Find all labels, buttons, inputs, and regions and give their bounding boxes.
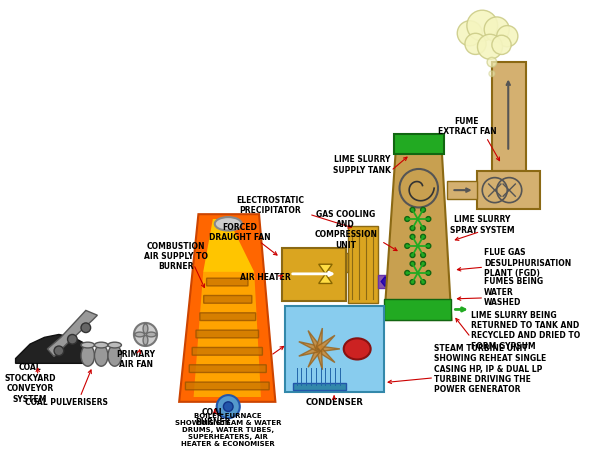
- Ellipse shape: [94, 345, 108, 366]
- Ellipse shape: [108, 342, 121, 348]
- Circle shape: [426, 217, 431, 222]
- Circle shape: [405, 244, 410, 249]
- Circle shape: [489, 72, 495, 78]
- Ellipse shape: [81, 342, 94, 348]
- Ellipse shape: [215, 217, 242, 231]
- FancyBboxPatch shape: [282, 249, 346, 301]
- Polygon shape: [299, 346, 320, 356]
- Circle shape: [421, 208, 425, 213]
- Text: FORCED
DRAUGHT FAN: FORCED DRAUGHT FAN: [209, 222, 271, 242]
- Circle shape: [405, 271, 410, 276]
- FancyBboxPatch shape: [347, 226, 379, 303]
- Circle shape: [421, 262, 425, 267]
- Text: PRIMARY
AIR FAN: PRIMARY AIR FAN: [116, 349, 155, 368]
- Polygon shape: [308, 331, 321, 350]
- Circle shape: [421, 235, 425, 239]
- FancyBboxPatch shape: [285, 306, 384, 392]
- Circle shape: [487, 58, 497, 68]
- Text: AIR HEATER: AIR HEATER: [241, 273, 291, 281]
- Ellipse shape: [143, 324, 148, 334]
- FancyBboxPatch shape: [492, 63, 526, 171]
- Text: LIME SLURRY BEING
RETURNED TO TANK AND
RECYCLED AND DRIED TO
FORM GYPSUM: LIME SLURRY BEING RETURNED TO TANK AND R…: [471, 310, 580, 350]
- Polygon shape: [316, 328, 322, 350]
- Polygon shape: [179, 215, 275, 402]
- Polygon shape: [319, 265, 332, 284]
- Circle shape: [410, 235, 415, 239]
- Circle shape: [484, 18, 509, 43]
- Circle shape: [405, 217, 410, 222]
- Ellipse shape: [94, 342, 108, 348]
- Ellipse shape: [135, 332, 145, 337]
- Circle shape: [134, 323, 157, 346]
- Circle shape: [426, 271, 431, 276]
- Text: FUMES BEING
WATER
WASHED: FUMES BEING WATER WASHED: [484, 276, 544, 306]
- Text: LIME SLURRY
SUPPLY TANK: LIME SLURRY SUPPLY TANK: [333, 155, 391, 175]
- Text: COAL PULVERISERS: COAL PULVERISERS: [25, 397, 108, 406]
- Circle shape: [410, 253, 415, 258]
- FancyBboxPatch shape: [189, 365, 266, 373]
- Circle shape: [492, 36, 511, 55]
- FancyBboxPatch shape: [204, 296, 252, 304]
- Text: COAL
STOCKYARD
CONVEYOR
SYSTEM: COAL STOCKYARD CONVEYOR SYSTEM: [4, 363, 56, 403]
- Polygon shape: [317, 336, 335, 351]
- Polygon shape: [299, 342, 320, 352]
- FancyBboxPatch shape: [346, 253, 347, 272]
- Text: COMBUSTION
AIR SUPPLY TO
BURNER: COMBUSTION AIR SUPPLY TO BURNER: [144, 241, 208, 271]
- Text: FUME
EXTRACT FAN: FUME EXTRACT FAN: [437, 117, 496, 136]
- Circle shape: [81, 323, 91, 333]
- Polygon shape: [308, 348, 321, 368]
- FancyBboxPatch shape: [293, 383, 346, 391]
- Circle shape: [421, 280, 425, 285]
- Text: ELECTROSTATIC
PRECIPITATOR: ELECTROSTATIC PRECIPITATOR: [236, 195, 305, 215]
- Text: STEAM TURBINE UNIT
SHOWING REHEAT SINGLE
CASING HP, IP & DUAL LP
TURBINE DRIVING: STEAM TURBINE UNIT SHOWING REHEAT SINGLE…: [434, 343, 547, 394]
- FancyBboxPatch shape: [185, 382, 269, 390]
- FancyBboxPatch shape: [394, 135, 444, 154]
- Circle shape: [421, 253, 425, 258]
- FancyBboxPatch shape: [196, 331, 259, 338]
- Circle shape: [426, 244, 431, 249]
- Polygon shape: [319, 346, 340, 352]
- Polygon shape: [194, 272, 261, 397]
- Text: CONDENSER: CONDENSER: [305, 397, 363, 406]
- Circle shape: [465, 34, 486, 55]
- Circle shape: [410, 208, 415, 213]
- FancyBboxPatch shape: [200, 313, 256, 321]
- FancyBboxPatch shape: [478, 171, 540, 210]
- Circle shape: [54, 346, 64, 356]
- Polygon shape: [381, 277, 389, 287]
- Circle shape: [497, 27, 518, 48]
- Polygon shape: [16, 335, 92, 364]
- Circle shape: [68, 335, 77, 344]
- Text: LIME SLURRY
SPRAY SYSTEM: LIME SLURRY SPRAY SYSTEM: [450, 215, 515, 234]
- Text: BOILER FURNACE
SHOWING STEAM & WATER
DRUMS, WATER TUBES,
SUPERHEATERS, AIR
HEATE: BOILER FURNACE SHOWING STEAM & WATER DRU…: [175, 412, 281, 446]
- FancyBboxPatch shape: [379, 275, 389, 289]
- Circle shape: [410, 262, 415, 267]
- Circle shape: [217, 395, 240, 418]
- FancyBboxPatch shape: [192, 348, 262, 355]
- Polygon shape: [317, 347, 335, 363]
- Ellipse shape: [81, 345, 94, 366]
- Circle shape: [223, 402, 233, 411]
- Polygon shape: [384, 152, 451, 320]
- Circle shape: [478, 35, 502, 60]
- FancyBboxPatch shape: [206, 279, 248, 286]
- Circle shape: [410, 280, 415, 285]
- Polygon shape: [203, 220, 254, 272]
- Text: FLUE GAS
DESULPHURISATION
PLANT (FGD): FLUE GAS DESULPHURISATION PLANT (FGD): [484, 248, 571, 277]
- Polygon shape: [316, 349, 322, 370]
- Text: COAL
BURNER: COAL BURNER: [195, 407, 230, 426]
- Circle shape: [457, 22, 482, 47]
- Circle shape: [467, 11, 497, 42]
- FancyBboxPatch shape: [384, 299, 451, 320]
- Circle shape: [421, 226, 425, 231]
- Ellipse shape: [108, 345, 121, 366]
- Ellipse shape: [146, 332, 156, 337]
- Ellipse shape: [344, 339, 371, 360]
- Circle shape: [410, 226, 415, 231]
- Ellipse shape: [143, 336, 148, 345]
- FancyBboxPatch shape: [446, 182, 478, 199]
- Polygon shape: [47, 311, 97, 357]
- Text: GAS COOLING
AND
COMPRESSION
UNIT: GAS COOLING AND COMPRESSION UNIT: [314, 209, 377, 249]
